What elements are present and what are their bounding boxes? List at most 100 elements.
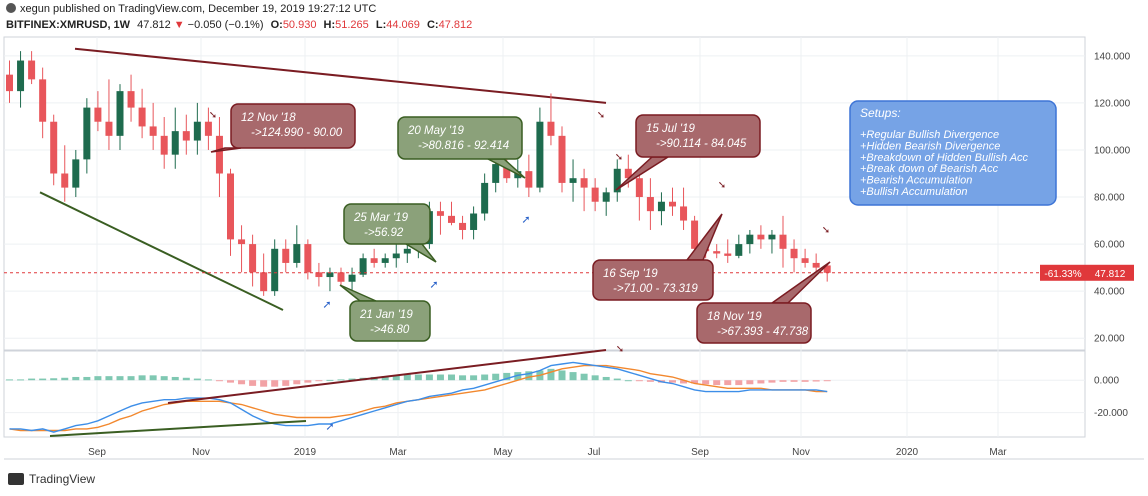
candle-down [50, 121, 58, 174]
candle-down [282, 248, 290, 263]
macd-histogram-bar [193, 378, 201, 381]
candle-up [83, 107, 91, 160]
brand-label: TradingView [29, 472, 96, 486]
macd-histogram-bar [315, 380, 323, 382]
macd-histogram-bar [768, 380, 776, 383]
candle-up [171, 131, 179, 155]
macd-histogram-bar [182, 377, 190, 381]
macd-histogram-bar [61, 377, 69, 381]
macd-histogram-bar [50, 378, 58, 381]
candle-down [635, 178, 643, 198]
callout-box [349, 300, 431, 342]
macd-histogram-bar [591, 375, 599, 381]
high-value: 51.265 [335, 19, 369, 31]
macd-histogram-bar [613, 378, 621, 381]
macd-histogram-bar [17, 379, 25, 381]
macd-histogram-bar [691, 380, 699, 384]
callout-date: 16 Sep '19 [603, 268, 658, 280]
macd-histogram-bar [757, 380, 765, 384]
symbol-line: BITFINEX:XMRUSD, 1W 47.812 ▼ −0.050 (−0.1%… [6, 19, 472, 31]
publisher-line: xegun published on TradingView.com, Dece… [6, 3, 376, 15]
callout-box [397, 116, 523, 160]
setups-box [849, 100, 1057, 206]
macd-histogram-bar [171, 376, 179, 381]
bearish-marker-icon: ➘ [597, 110, 605, 121]
candle-down [757, 234, 765, 240]
macd-tick-label: 0.000 [1094, 376, 1119, 387]
setup-item: +Regular Bullish Divergence [860, 129, 999, 141]
macd-histogram-bar [348, 378, 356, 381]
x-tick-label: Nov [192, 447, 210, 458]
macd-histogram-bar [282, 380, 290, 386]
candle-down [94, 107, 102, 122]
candle-down [591, 187, 599, 202]
macd-histogram-bar [138, 375, 146, 381]
x-tick-label: Mar [389, 447, 407, 458]
candle-up [293, 244, 301, 263]
candle-down [547, 121, 555, 136]
macd-histogram-bar [149, 375, 157, 381]
callout-box [635, 114, 761, 158]
callout-range: ->90.114 - 84.045 [656, 138, 747, 150]
macd-histogram-bar [470, 375, 478, 381]
candle-up [492, 164, 500, 183]
candle-up [470, 213, 478, 230]
macd-histogram-bar [28, 378, 36, 381]
macd-histogram-bar [204, 379, 212, 381]
macd-histogram-bar [160, 376, 168, 381]
macd-histogram-bar [116, 376, 124, 381]
candle-down [28, 60, 36, 80]
macd-histogram-bar [823, 380, 831, 382]
candle-down [790, 248, 798, 259]
last-pct-label: -61.33% [1044, 269, 1081, 280]
price-tick-label: 120.000 [1094, 98, 1131, 109]
candle-down [105, 121, 113, 136]
macd-histogram-bar [215, 380, 223, 382]
callout-range: ->80.816 - 92.414 [418, 140, 509, 152]
x-tick-label: Jul [588, 447, 601, 458]
macd-histogram-bar [227, 380, 234, 383]
macd-histogram-bar [624, 380, 632, 382]
candle-up [326, 272, 334, 278]
close-label: C: [426, 19, 439, 31]
candle-up [746, 234, 754, 245]
macd-histogram-bar [779, 380, 787, 382]
x-tick-label: Sep [88, 447, 106, 458]
candle-up [72, 159, 80, 188]
macd-histogram-bar [39, 378, 47, 381]
high-label: H: [323, 19, 336, 31]
macd-histogram-bar [680, 380, 688, 384]
macd-histogram-bar [801, 380, 809, 382]
macd-histogram-bar [602, 376, 610, 381]
candle-up [602, 192, 610, 202]
callout-box [230, 103, 356, 149]
callout-pointer [339, 284, 377, 302]
setup-item: +Breakdown of Hidden Bullish Acc [860, 152, 1029, 164]
price-tick-label: 20.000 [1094, 334, 1125, 345]
x-tick-label: Mar [989, 447, 1007, 458]
x-tick-label: 2020 [896, 447, 919, 458]
candle-up [359, 258, 367, 275]
candle-down [238, 239, 246, 245]
last-price-badge [1086, 264, 1134, 281]
candle-down [149, 126, 157, 136]
macd-histogram-bar [669, 380, 676, 383]
x-tick-label: Sep [691, 447, 709, 458]
macd-histogram-bar [525, 371, 533, 381]
macd-histogram-bar [6, 379, 13, 381]
candle-down [160, 135, 168, 155]
open-label: O: [270, 19, 283, 31]
macd-histogram-bar [326, 379, 334, 381]
setup-item: +Bullish Accumulation [860, 186, 968, 198]
macd-histogram-bar [83, 376, 91, 381]
macd-histogram-bar [448, 374, 455, 381]
macd-pane-frame [3, 350, 1086, 438]
macd-histogram-bar [492, 373, 500, 381]
last-price-label: 47.812 [1095, 269, 1126, 280]
price-tick-label: 80.000 [1094, 193, 1125, 204]
candle-down [61, 173, 69, 188]
candle-down [680, 206, 688, 221]
x-tick-label: Nov [792, 447, 810, 458]
candle-down [691, 220, 699, 249]
